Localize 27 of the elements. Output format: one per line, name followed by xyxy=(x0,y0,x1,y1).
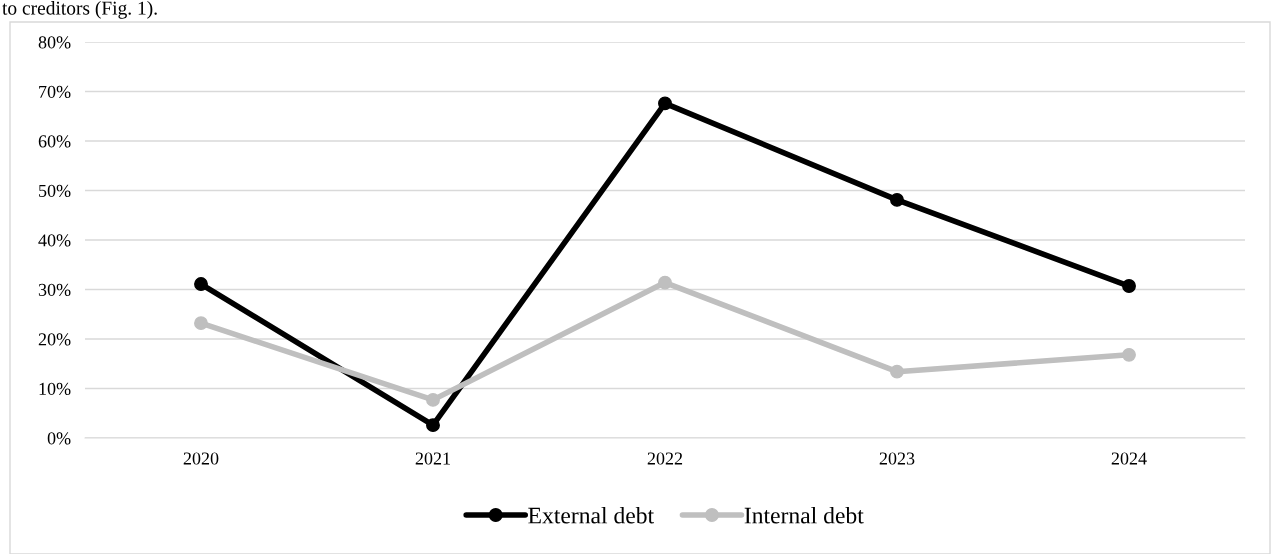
y-tick-label: 70% xyxy=(39,85,71,98)
x-tick-label: 2023 xyxy=(879,452,915,465)
point xyxy=(426,418,440,433)
y-tick-label: 40% xyxy=(38,234,71,247)
point xyxy=(890,192,904,207)
legend-label: Internal debt xyxy=(744,506,864,524)
x-tick-label: 2024 xyxy=(1111,452,1147,465)
point xyxy=(1122,347,1136,362)
point xyxy=(890,364,904,379)
y-tick-label: 50% xyxy=(39,184,71,197)
x-tick-label: 2021 xyxy=(415,452,450,465)
y-tick-label: 20% xyxy=(38,333,71,346)
point xyxy=(194,316,208,331)
x-tick-label: 2020 xyxy=(183,452,219,465)
point xyxy=(658,275,672,290)
point xyxy=(194,277,208,292)
legend-label: External debt xyxy=(528,506,654,524)
y-tick-label: 10% xyxy=(39,382,71,395)
point xyxy=(1122,279,1136,293)
y-tick-label: 60% xyxy=(38,135,71,148)
text: to creditors (Fig. 1). xyxy=(2,1,157,19)
y-tick-label: 30% xyxy=(38,283,71,296)
point xyxy=(426,392,440,407)
y-tick-label: 0% xyxy=(47,432,71,445)
y-tick-label: 80% xyxy=(38,36,71,49)
point xyxy=(658,96,672,111)
x-tick-label: 2022 xyxy=(647,452,683,465)
